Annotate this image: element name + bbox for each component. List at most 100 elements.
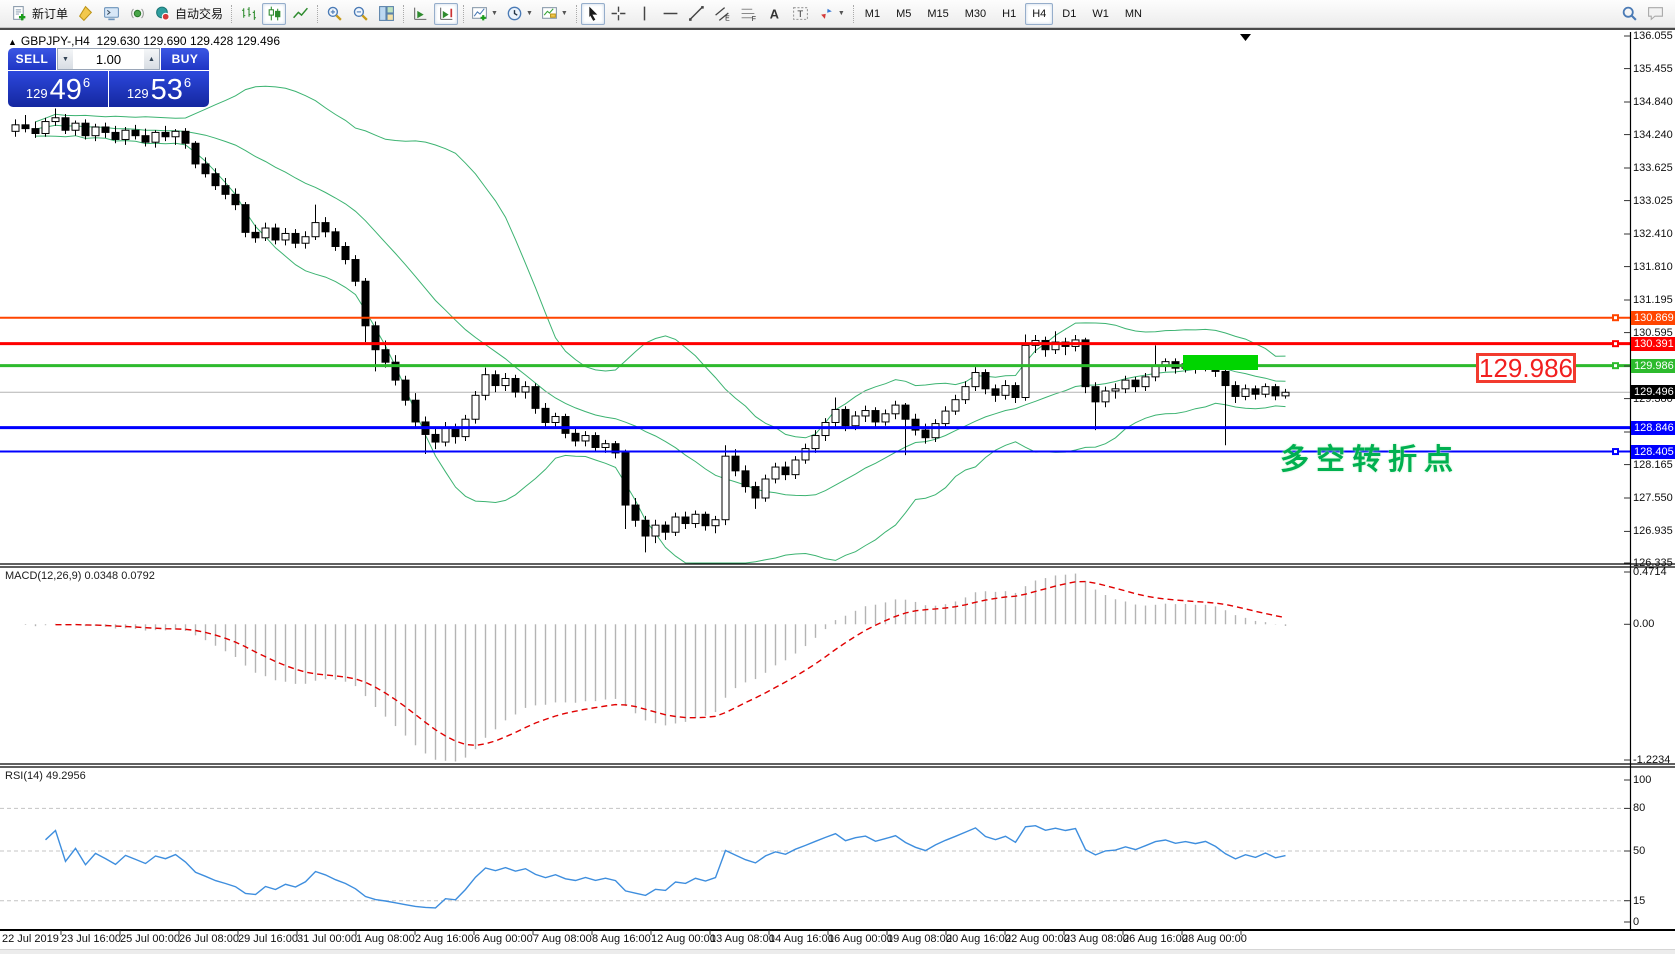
candle-body (341, 245, 350, 261)
toolbar-search-button[interactable] (1617, 3, 1641, 25)
sell-price-box[interactable]: 129 49 6 (8, 71, 108, 107)
candle-body (881, 413, 890, 423)
candle-body (501, 377, 510, 387)
candle-body (631, 504, 640, 521)
volume-input[interactable] (73, 49, 144, 69)
toolbar-tf-h1-button[interactable]: H1 (995, 3, 1023, 25)
chart-plot-area[interactable] (0, 30, 1675, 953)
toolbar-templates-button[interactable]: ▼ (538, 3, 571, 25)
toolbar-tile-windows-button[interactable] (374, 3, 398, 25)
toolbar-indicators-button[interactable]: ▼ (468, 3, 501, 25)
zoom-out-icon (353, 6, 368, 21)
toolbar-arrows-button[interactable]: ▼ (815, 3, 848, 25)
rsi-pane (0, 807, 1630, 909)
toolbar-vertical-line-button[interactable] (633, 3, 657, 25)
axis-tick-label: 127.550 (1633, 492, 1673, 504)
toolbar-tf-w1-button[interactable]: W1 (1085, 3, 1116, 25)
candle-body (1261, 386, 1270, 395)
terminal-icon (103, 7, 119, 21)
toolbar-text-label-button[interactable]: T (789, 3, 813, 25)
toolbar-line-chart-button[interactable] (288, 3, 312, 25)
toolbar-tf-m15-button[interactable]: M15 (920, 3, 955, 25)
chart-area[interactable]: 136.055 135.455 134.840 134.240 133.625 133.0… (0, 28, 1675, 954)
toolbar-zoom-in-button[interactable] (322, 3, 346, 25)
candle-body (641, 519, 650, 537)
auto-scroll-icon (413, 7, 426, 20)
axis-tick-label: 133.025 (1633, 194, 1673, 207)
toolbar-channel-button[interactable]: E (711, 3, 735, 25)
toolbar-chart-shift-button[interactable] (434, 2, 459, 25)
toolbar-horizontal-line-button[interactable] (659, 3, 683, 25)
candle-body (141, 135, 150, 143)
toolbar-tf-m30-button[interactable]: M30 (958, 3, 993, 25)
toolbar-strategy-tester-button[interactable] (125, 3, 149, 25)
candle-body (561, 416, 570, 434)
toolbar-autotrading-button[interactable]: 自动交易 (151, 3, 226, 25)
chinese-annotation-text[interactable]: 多空转折点 (1280, 444, 1461, 476)
candle-body (1271, 386, 1280, 397)
toolbar-metaeditor-button[interactable] (73, 3, 97, 25)
candle-body (151, 131, 160, 143)
toolbar-chat-button[interactable] (1643, 3, 1667, 25)
time-axis-label: 26 Jul 08:00 (179, 933, 239, 945)
toolbar-zoom-out-button[interactable] (348, 3, 372, 25)
volume-decrease-button[interactable]: ▼ (58, 49, 73, 69)
toolbar-text-button[interactable]: A (763, 3, 787, 25)
volume-increase-button[interactable]: ▲ (144, 49, 159, 69)
bollinger-bands (35, 85, 1286, 564)
toolbar-candlestick-button[interactable] (262, 2, 287, 25)
time-axis-label: 13 Aug 08:00 (710, 933, 775, 945)
toolbar-new-order-button[interactable]: 新订单 (8, 3, 71, 25)
autotrading-icon (156, 6, 170, 21)
candle-body (941, 410, 950, 425)
buy-button[interactable]: BUY (161, 48, 209, 70)
candle-body (191, 142, 200, 165)
text-icon: A (770, 6, 779, 21)
chart-symbol-header[interactable]: ▲ GBPJPY-,H4 129.630 129.690 129.428 129.… (8, 34, 280, 48)
highlight-rectangle-object[interactable] (1183, 355, 1258, 370)
candle-body (551, 416, 560, 423)
toolbar-fibonacci-button[interactable]: F (737, 3, 761, 25)
toolbar-tf-h4-button[interactable]: H4 (1025, 2, 1054, 25)
horizontal-line-objects[interactable] (0, 314, 1630, 456)
candle-body (81, 122, 90, 137)
toolbar-tf-d1-button[interactable]: D1 (1055, 3, 1083, 25)
toolbar-tf-mn-button[interactable]: MN (1118, 3, 1149, 25)
candle-body (891, 404, 900, 415)
candle-body (21, 124, 30, 130)
candle-body (661, 524, 670, 533)
time-axis-label: 7 Aug 08:00 (533, 933, 592, 945)
candle-body (491, 374, 500, 387)
candle-body (581, 435, 590, 442)
candle-body (801, 448, 810, 461)
candle-body (1101, 390, 1110, 403)
toolbar-auto-scroll-button[interactable] (408, 3, 432, 25)
candle-body (41, 121, 50, 135)
candle-body (121, 129, 130, 140)
price-annotation-box[interactable]: 129.986 (1476, 353, 1576, 383)
toolbar-trendline-button[interactable] (685, 3, 709, 25)
candle-body (181, 130, 190, 144)
toolbar-tf-m5-button[interactable]: M5 (889, 3, 918, 25)
vertical-line-icon (644, 6, 646, 21)
candlestick-icon (268, 6, 280, 21)
candle-body (731, 455, 740, 472)
candle-body (361, 280, 370, 327)
buy-price-box[interactable]: 129 53 6 (109, 71, 209, 107)
toolbar: 新订单 自动交易 ▼ ▼ ▼ E F A T ▼ M1 M5 M15 M30 H1 H4 D1 W1 MN (0, 0, 1675, 28)
toolbar-cursor-button[interactable] (580, 2, 605, 25)
toolbar-terminal-button[interactable] (99, 3, 123, 25)
ohlc-values: 129.630 129.690 129.428 129.496 (96, 34, 281, 48)
candle-body (61, 117, 70, 131)
sell-button[interactable]: SELL (8, 48, 56, 70)
toolbar-periods-button[interactable]: ▼ (503, 3, 536, 25)
candle-body (851, 415, 860, 427)
chart-shift-marker-icon[interactable] (1240, 34, 1251, 41)
toolbar-tf-m1-button[interactable]: M1 (858, 3, 887, 25)
candle-body (441, 426, 450, 443)
toolbar-bar-chart-button[interactable] (236, 3, 260, 25)
candle-body (1141, 376, 1150, 388)
candle-body (831, 408, 840, 423)
toolbar-crosshair-button[interactable] (607, 3, 631, 25)
collapse-panel-icon[interactable]: ▲ (8, 37, 17, 47)
